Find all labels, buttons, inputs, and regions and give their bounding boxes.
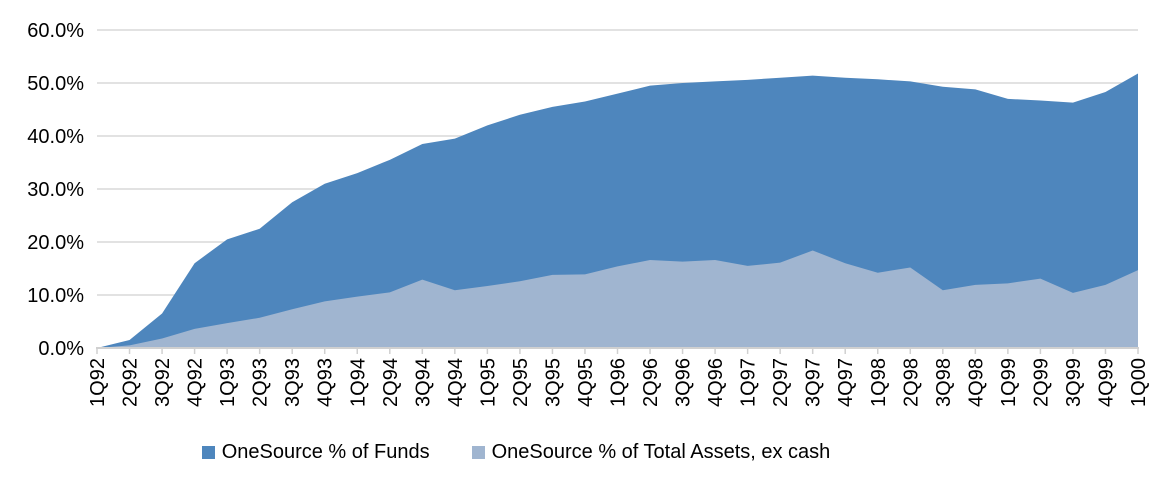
x-axis-labels: 1Q92 2Q92 3Q92 4Q92 1Q93 2Q93 3Q93 4Q93 1Q94 2Q94… [87, 358, 1150, 407]
svg-text:3Q99: 3Q99 [1063, 358, 1085, 407]
svg-text:3Q92: 3Q92 [152, 358, 174, 407]
legend-item-funds[interactable]: OneSource % of Funds [201, 440, 430, 464]
svg-text:2Q97: 2Q97 [770, 358, 792, 407]
svg-text:60.0%: 60.0% [27, 20, 84, 42]
svg-text:3Q95: 3Q95 [542, 358, 564, 407]
svg-text:4Q93: 4Q93 [315, 358, 337, 407]
svg-text:2Q93: 2Q93 [250, 358, 272, 407]
svg-text:1Q96: 1Q96 [608, 358, 630, 407]
series-area-1[interactable] [97, 250, 1138, 348]
svg-text:4Q97: 4Q97 [835, 358, 857, 407]
y-axis-labels: 0.0% 10.0% 20.0% 30.0% 40.0% 50.0% 60.0% [27, 20, 84, 360]
series-areas[interactable] [97, 73, 1138, 349]
svg-text:4Q95: 4Q95 [575, 358, 597, 407]
svg-text:1Q95: 1Q95 [477, 358, 499, 407]
svg-text:1Q93: 1Q93 [217, 358, 239, 407]
svg-text:50.0%: 50.0% [27, 73, 84, 95]
svg-text:4Q94: 4Q94 [445, 358, 467, 407]
svg-text:40.0%: 40.0% [27, 126, 84, 148]
svg-text:1Q99: 1Q99 [998, 358, 1020, 407]
svg-text:2Q94: 2Q94 [380, 358, 402, 407]
svg-text:30.0%: 30.0% [27, 179, 84, 201]
svg-text:20.0%: 20.0% [27, 232, 84, 254]
svg-text:2Q99: 2Q99 [1030, 358, 1052, 407]
chart-plot[interactable]: 0.0% 10.0% 20.0% 30.0% 40.0% 50.0% 60.0% 1Q92 2… [0, 0, 1152, 436]
svg-text:4Q92: 4Q92 [185, 358, 207, 407]
svg-text:2Q95: 2Q95 [510, 358, 532, 407]
svg-text:0.0%: 0.0% [38, 338, 84, 360]
svg-text:1Q92: 1Q92 [87, 358, 109, 407]
total-assets-series-swatch-icon [471, 445, 485, 459]
svg-text:10.0%: 10.0% [27, 285, 84, 307]
total-assets-legend-label: OneSource % of Total Assets, ex cash [491, 440, 831, 463]
funds-series-swatch-icon [201, 445, 215, 459]
svg-text:2Q98: 2Q98 [900, 358, 922, 407]
funds-legend-label: OneSource % of Funds [221, 440, 430, 463]
legend: OneSource % of Funds OneSource % of Tota… [0, 438, 1152, 466]
x-axis [96, 347, 1139, 354]
svg-text:1Q00: 1Q00 [1128, 358, 1150, 407]
svg-text:2Q96: 2Q96 [640, 358, 662, 407]
svg-text:3Q93: 3Q93 [282, 358, 304, 407]
svg-text:3Q97: 3Q97 [803, 358, 825, 407]
svg-text:3Q96: 3Q96 [673, 358, 695, 407]
svg-text:1Q97: 1Q97 [738, 358, 760, 407]
svg-text:1Q98: 1Q98 [868, 358, 890, 407]
svg-text:3Q98: 3Q98 [933, 358, 955, 407]
svg-text:1Q94: 1Q94 [347, 358, 369, 407]
svg-text:3Q94: 3Q94 [412, 358, 434, 407]
svg-text:2Q92: 2Q92 [120, 358, 142, 407]
svg-text:4Q99: 4Q99 [1095, 358, 1117, 407]
svg-text:4Q96: 4Q96 [705, 358, 727, 407]
legend-item-total-assets[interactable]: OneSource % of Total Assets, ex cash [471, 440, 831, 464]
svg-text:4Q98: 4Q98 [965, 358, 987, 407]
